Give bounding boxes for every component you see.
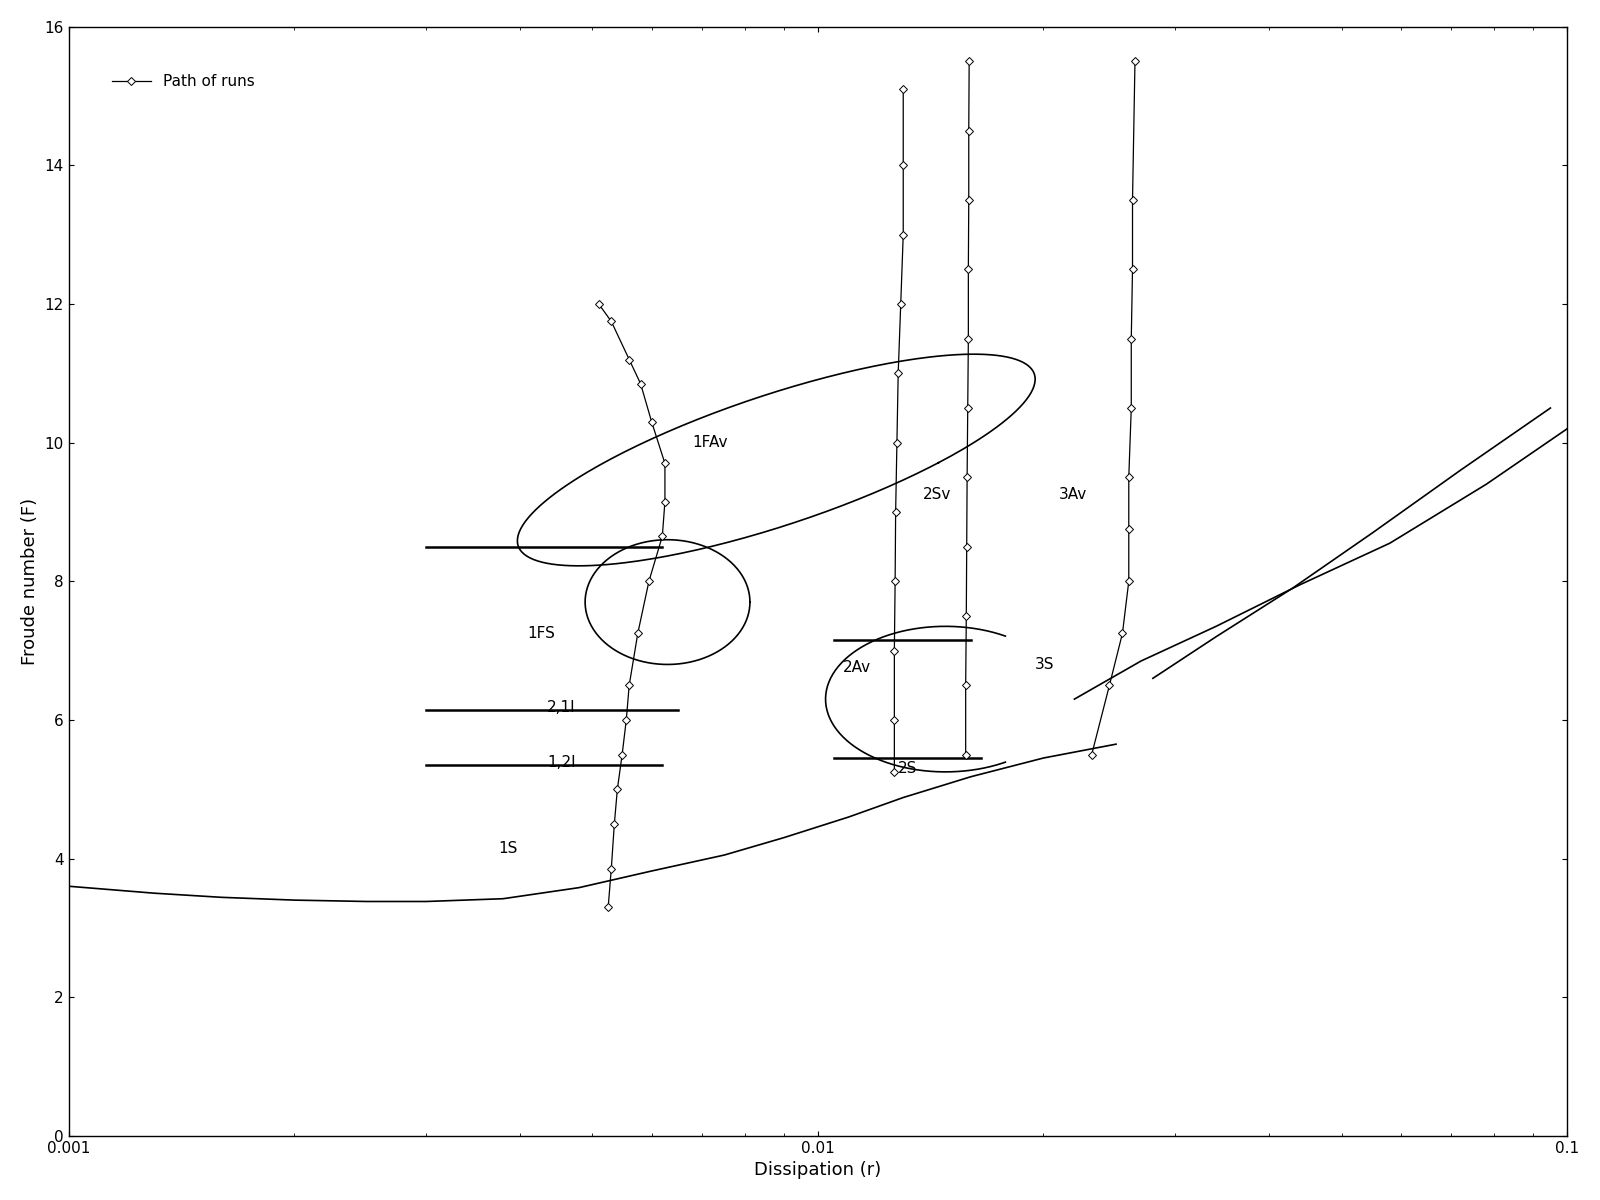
Text: 2S: 2S <box>898 761 917 776</box>
Text: 2Sv: 2Sv <box>923 487 950 502</box>
Y-axis label: Froude number (F): Froude number (F) <box>21 498 38 665</box>
X-axis label: Dissipation (r): Dissipation (r) <box>754 1162 882 1180</box>
Text: 2Av: 2Av <box>843 660 870 676</box>
Legend: Path of runs: Path of runs <box>106 67 261 95</box>
Text: 1FS: 1FS <box>528 625 555 641</box>
Text: 1FAv: 1FAv <box>693 436 728 450</box>
Text: 1S: 1S <box>499 841 518 856</box>
Text: 2,1I: 2,1I <box>547 700 576 715</box>
Text: 3Av: 3Av <box>1059 487 1088 502</box>
Text: 1,2I: 1,2I <box>547 755 576 770</box>
Text: 3S: 3S <box>1035 656 1054 672</box>
